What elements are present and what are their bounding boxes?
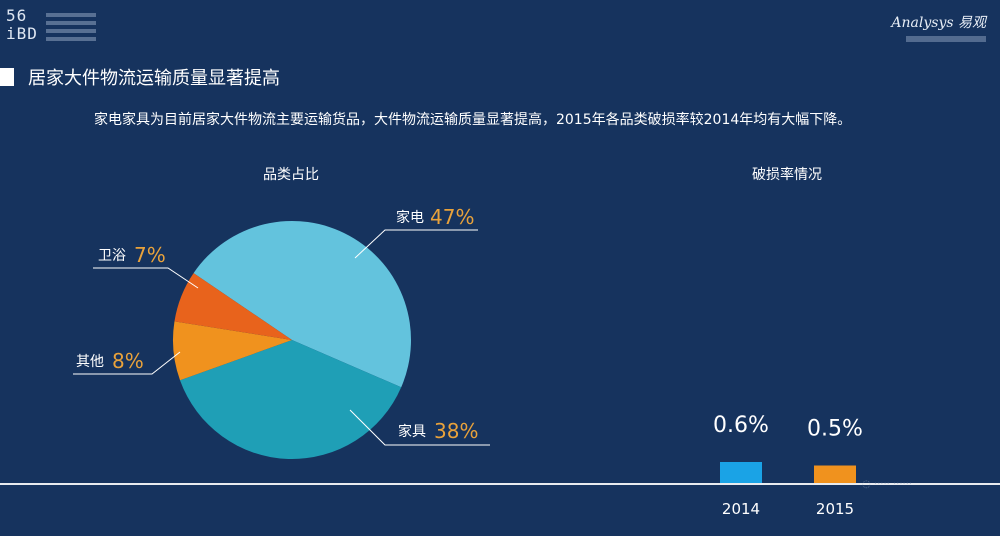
pie-labels: 家电 47% 家具 38% 卫浴 7% 其他 8%	[73, 205, 490, 446]
slide-title: 居家大件物流运输质量显著提高	[28, 68, 280, 89]
pie-label-bathroom-name: 卫浴	[98, 248, 126, 264]
logo-number: 56	[6, 6, 28, 25]
brand-slogan-line	[906, 36, 986, 42]
bar-chart: 0.6% 2014 0.5% 2015	[713, 413, 863, 518]
leader-line-other	[73, 351, 181, 375]
pie-label-appliance-name: 家电	[396, 209, 424, 226]
pie-label-other-pct: 8%	[112, 349, 144, 373]
pie-slice-bathroom	[174, 273, 292, 340]
baseline-divider	[0, 483, 1000, 485]
logo-text: iBD	[6, 24, 38, 43]
logo-tagline-line	[46, 13, 96, 17]
pie-slice-other	[173, 321, 292, 381]
pie-slice-furniture	[180, 340, 402, 459]
bar-chart-title: 破损率情况	[752, 167, 822, 183]
pie-label-furniture-name: 家具	[398, 423, 426, 440]
pie-chart	[173, 221, 411, 459]
brand-name: Analysys 易观	[891, 15, 986, 31]
brand-logo: Analysys 易观	[886, 12, 986, 42]
logo-tagline-line	[46, 21, 96, 25]
bar-2014	[720, 462, 762, 483]
pie-label-bathroom-pct: 7%	[134, 243, 166, 267]
leader-line-bathroom	[93, 267, 199, 289]
title-marker	[0, 68, 14, 86]
logo-56ibd: 56 iBD	[6, 8, 96, 48]
pie-slice-appliance	[193, 221, 411, 388]
bar-2015	[814, 465, 856, 483]
pie-label-furniture-pct: 38%	[434, 419, 478, 443]
logo-tagline-line	[46, 29, 96, 33]
watermark: ◌ ····· ······	[862, 479, 913, 490]
leader-line-appliance	[354, 229, 478, 259]
bar-value-label: 0.5%	[807, 417, 863, 442]
pie-label-other-name: 其他	[76, 354, 104, 370]
pie-label-appliance-pct: 47%	[430, 205, 474, 229]
logo-tagline-line	[46, 37, 96, 41]
bar-category-label: 2015	[816, 500, 854, 518]
bar-value-label: 0.6%	[713, 413, 769, 438]
leader-line-furniture	[349, 409, 490, 446]
bar-category-label: 2014	[722, 500, 760, 518]
slide-description: 家电家具为目前居家大件物流主要运输货品，大件物流运输质量显著提高，2015年各品…	[94, 112, 852, 128]
pie-chart-title: 品类占比	[263, 167, 319, 183]
